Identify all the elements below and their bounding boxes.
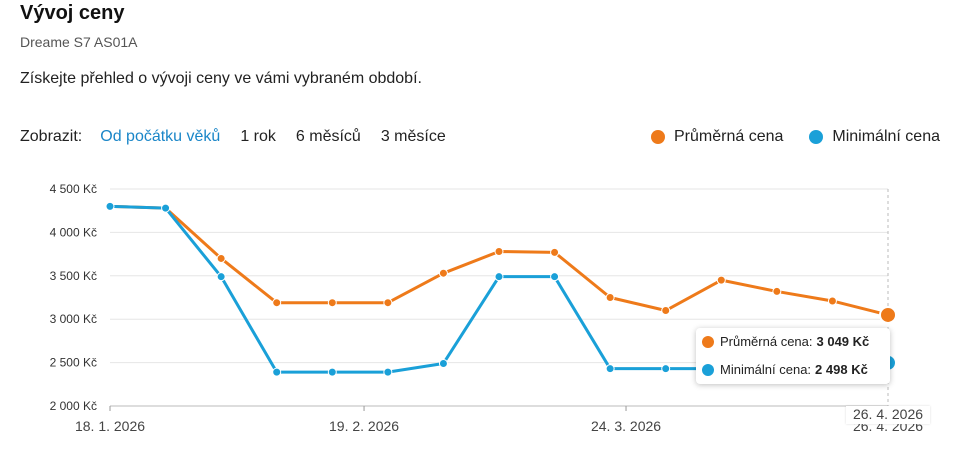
minimum-price-point — [105, 201, 115, 211]
minimum-price-point — [550, 272, 560, 282]
average-price-point — [494, 246, 504, 256]
average-price-point — [716, 275, 726, 285]
legend-dot-minimum-icon — [809, 130, 824, 144]
minimum-price-point — [161, 203, 171, 213]
minimum-price-point — [661, 364, 671, 374]
range-filter-label: Zobrazit: — [20, 128, 83, 145]
legend-label-average: Průměrná cena — [674, 128, 784, 145]
tooltip-dot-minimum-icon — [702, 363, 714, 376]
minimum-price-point — [438, 358, 448, 368]
range-option-6-months[interactable]: 6 měsíců — [295, 128, 361, 145]
legend-item-average-price[interactable]: Průměrná cena — [651, 128, 783, 146]
minimum-price-point — [327, 367, 337, 377]
tooltip-dot-average-icon — [702, 335, 714, 348]
tooltip-minimum-label: Minimální cena: — [720, 362, 812, 377]
minimum-price-point — [605, 364, 615, 374]
average-price-point — [605, 293, 615, 302]
chart-legend: Průměrná cena Minimální cena — [625, 128, 940, 146]
product-name: Dreame S7 AS01A — [20, 34, 138, 50]
average-price-point — [327, 298, 337, 308]
legend-item-minimum-price[interactable]: Minimální cena — [809, 128, 940, 146]
average-price-point — [879, 305, 897, 324]
y-tick-label: 4 000 Kč — [50, 225, 97, 239]
y-tick-label: 4 500 Kč — [50, 182, 97, 196]
minimum-price-point — [383, 367, 393, 377]
legend-label-minimum: Minimální cena — [832, 128, 940, 145]
y-tick-label: 3 500 Kč — [50, 269, 97, 283]
minimum-price-point — [216, 272, 226, 282]
average-price-point — [216, 253, 226, 263]
page-title: Vývoj ceny — [20, 2, 125, 24]
range-option-3-months[interactable]: 3 měsíce — [380, 128, 446, 145]
minimum-price-point — [272, 367, 282, 377]
range-option-all[interactable]: Od počátku věků — [100, 128, 221, 145]
average-price-point — [550, 247, 560, 257]
average-price-line — [109, 204, 889, 317]
description: Získejte přehled o vývoji ceny ve vámi v… — [20, 70, 422, 87]
average-price-point — [661, 306, 671, 316]
crosshair-date-label: 26. 4. 2026 — [846, 406, 930, 424]
legend-dot-average-icon — [651, 130, 665, 144]
x-tick-label: 18. 1. 2026 — [75, 418, 145, 434]
average-price-point — [272, 298, 282, 308]
price-chart[interactable]: 4 500 Kč 4 000 Kč 3 500 Kč 3 000 Kč 2 500 Kč… — [0, 170, 956, 456]
minimum-price-point — [494, 272, 504, 282]
average-price-point — [772, 286, 782, 296]
x-tick-label: 24. 3. 2026 — [591, 418, 661, 434]
y-tick-label: 3 000 Kč — [50, 312, 97, 326]
average-price-point — [438, 268, 448, 278]
y-tick-label: 2 500 Kč — [50, 356, 97, 370]
tooltip-average-label: Průměrná cena: — [720, 334, 813, 349]
x-tick-label: 19. 2. 2026 — [329, 418, 399, 434]
average-price-point — [383, 298, 393, 308]
range-filter: Zobrazit: Od počátku věků 1 rok 6 měsíců… — [20, 128, 466, 146]
average-price-point — [827, 296, 837, 306]
tooltip-minimum-value: 2 498 Kč — [815, 362, 868, 377]
tooltip-row-minimum: Minimální cena: 2 498 Kč — [702, 362, 868, 377]
range-option-1-year[interactable]: 1 rok — [240, 128, 276, 145]
tooltip-average-value: 3 049 Kč — [816, 334, 870, 349]
chart-tooltip: Průměrná cena: 3 049 Kč Minimální cena: … — [696, 328, 890, 384]
y-tick-label: 2 000 Kč — [50, 399, 97, 413]
tooltip-row-average: Průměrná cena: 3 049 Kč — [702, 334, 869, 349]
